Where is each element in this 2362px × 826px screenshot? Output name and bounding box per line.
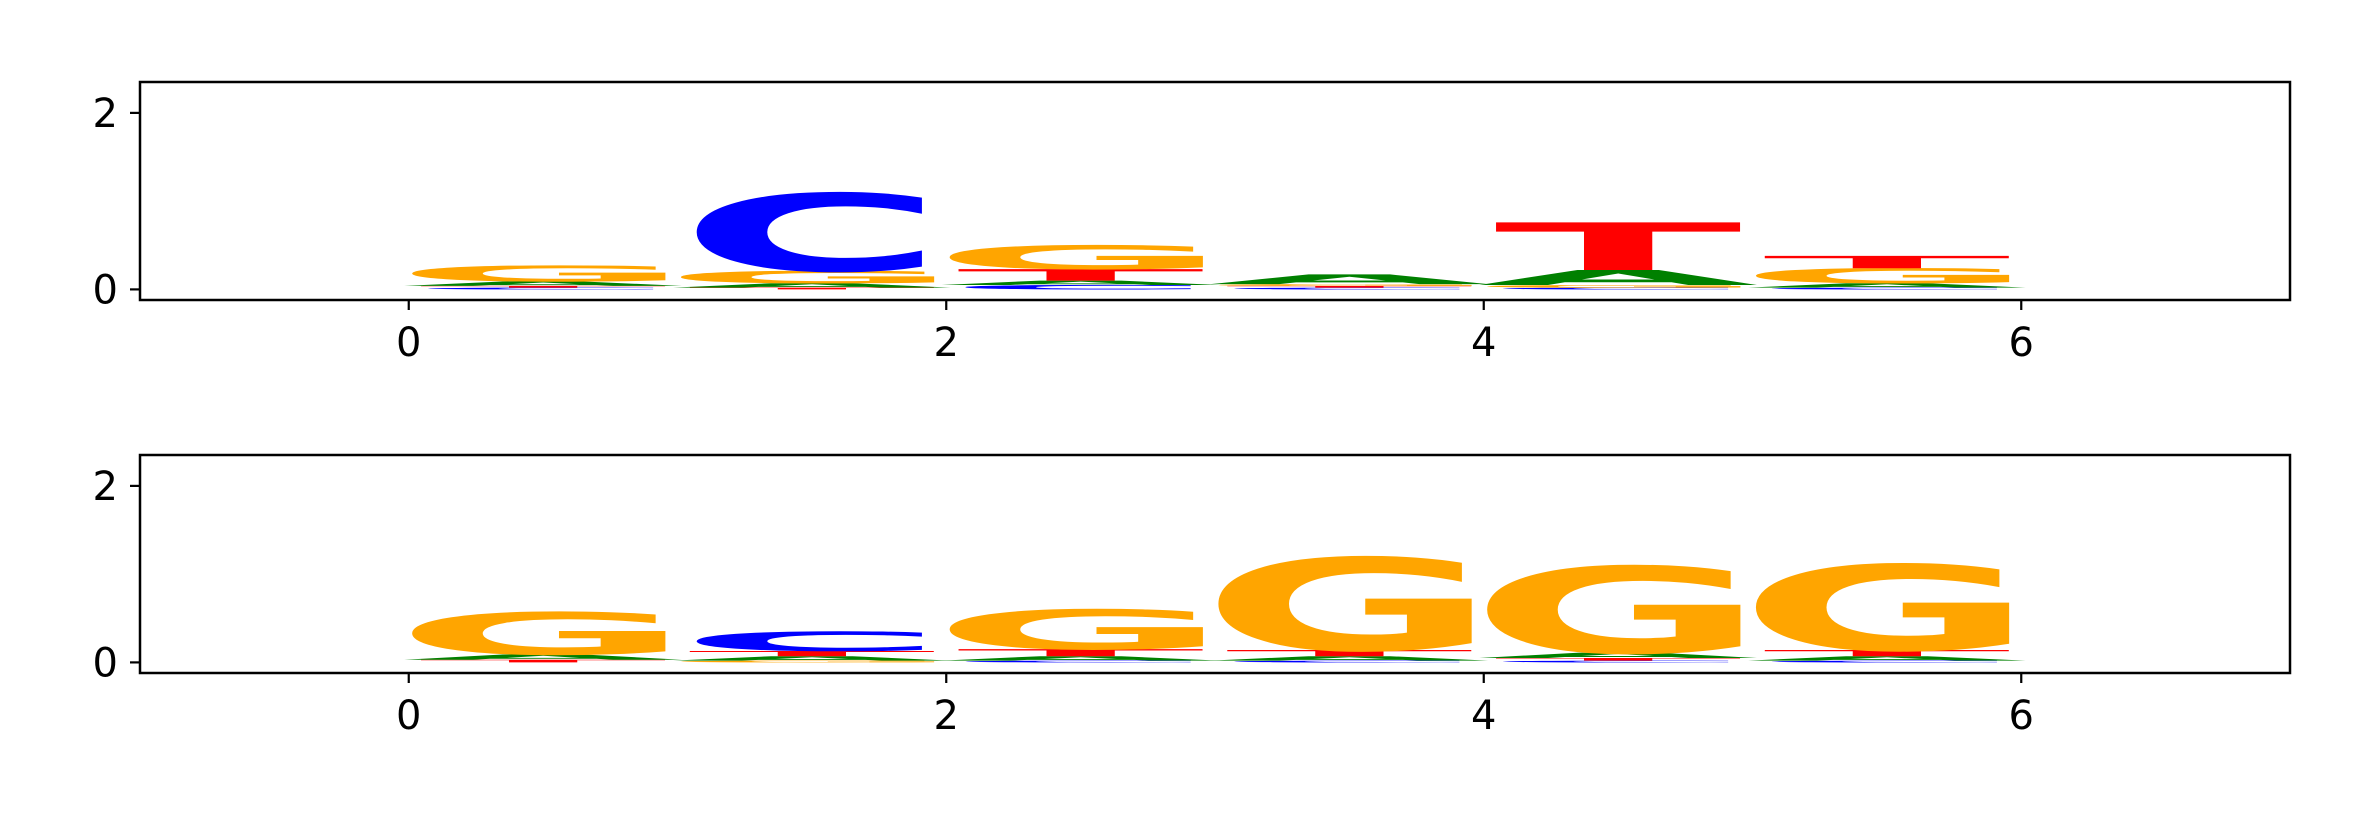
letter-a-pos2: A: [940, 279, 1224, 286]
x-tick-label: 6: [2009, 320, 2034, 366]
letter-g-pos3: G: [1200, 284, 1498, 287]
letter-g-pos5: G: [1738, 264, 2036, 288]
letter-t-pos4: T: [1494, 209, 1744, 285]
letter-a-pos4: A: [1478, 266, 1762, 290]
letter-g-pos2: G: [932, 239, 1230, 277]
letter-a-pos2: A: [940, 655, 1224, 662]
letter-a-pos1: A: [671, 282, 955, 289]
letter-t-pos2: T: [957, 266, 1207, 284]
y-tick-label: 2: [93, 464, 118, 510]
y-tick-label: 0: [93, 640, 118, 686]
letter-a-pos1: A: [671, 655, 955, 662]
x-tick-label: 2: [934, 320, 959, 366]
letter-t-pos4: T: [1494, 657, 1744, 661]
letter-g-pos3: G: [1200, 532, 1498, 680]
letter-g-pos2: G: [932, 599, 1230, 662]
letter-g-pos5: G: [1738, 541, 2036, 677]
letter-t-pos3: T: [1226, 648, 1476, 658]
y-tick-label: 2: [93, 91, 118, 137]
x-tick-label: 6: [2009, 693, 2034, 739]
letter-t-pos0: T: [419, 285, 669, 288]
letter-c-pos2: C: [947, 660, 1214, 663]
x-tick-label: 4: [1471, 320, 1496, 366]
axes-frame: [138, 80, 2292, 302]
letter-a-pos0: A: [403, 280, 687, 287]
letter-a-pos3: A: [1209, 655, 1493, 662]
letter-a-pos0: A: [403, 653, 687, 661]
letter-c-pos0: C: [410, 287, 677, 290]
letter-c-pos1: C: [679, 626, 946, 657]
letter-a-pos5: A: [1746, 282, 2030, 289]
letter-g-pos4: G: [1469, 543, 1767, 681]
letter-c-pos5: C: [1754, 287, 2021, 290]
letter-a-pos3: A: [1209, 272, 1493, 288]
letter-c-pos2: C: [947, 284, 1214, 291]
letter-c-pos3: C: [1216, 660, 1483, 663]
x-tick-label: 0: [396, 693, 421, 739]
letter-c-pos3: C: [1216, 287, 1483, 290]
letter-g-pos1: G: [663, 660, 961, 663]
letter-g-pos1: G: [663, 267, 961, 287]
letter-t-pos0: T: [419, 659, 669, 663]
letter-c-pos5: C: [1754, 660, 2021, 663]
letter-g-pos0: G: [394, 601, 692, 668]
letter-g-pos4: G: [1469, 284, 1767, 288]
letter-t-pos2: T: [957, 647, 1207, 658]
letter-c-pos4: C: [1485, 660, 1752, 663]
letter-t-pos5: T: [1763, 648, 2013, 658]
letter-a-pos4: A: [1478, 651, 1762, 659]
x-tick-label: 0: [396, 320, 421, 366]
letter-t-pos1: T: [688, 287, 938, 290]
y-tick-label: 0: [93, 267, 118, 313]
x-tick-label: 2: [934, 693, 959, 739]
letter-t-pos5: T: [1763, 252, 2013, 272]
letter-c-pos4: C: [1485, 287, 1752, 290]
letter-t-pos3: T: [1226, 285, 1476, 288]
letter-a-pos5: A: [1746, 655, 2030, 662]
letter-c-pos1: C: [679, 173, 946, 297]
letter-t-pos1: T: [688, 650, 938, 658]
axes-frame: [138, 453, 2292, 675]
letter-g-pos0: G: [394, 261, 692, 286]
x-tick-label: 4: [1471, 693, 1496, 739]
